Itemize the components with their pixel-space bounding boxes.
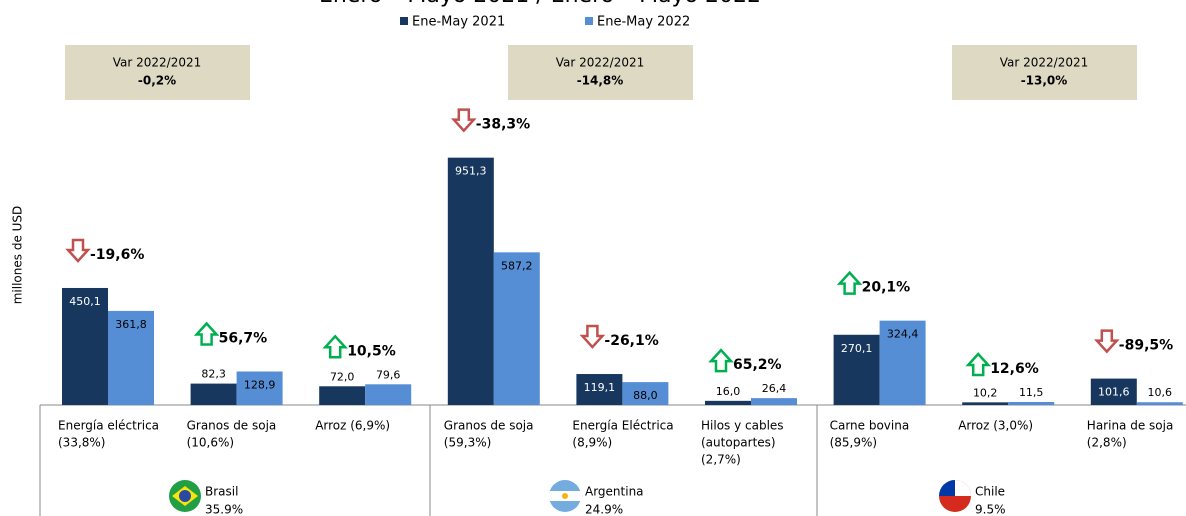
flag [939, 480, 955, 496]
var-box [65, 45, 250, 100]
value-label: 951,3 [455, 165, 487, 178]
x-tick-label: Energía eléctrica [58, 419, 159, 433]
x-tick-label: Granos de soja [187, 419, 277, 433]
value-label: 119,1 [584, 381, 616, 394]
flag [179, 490, 191, 502]
change-arrow [708, 348, 734, 373]
change-label: 10,5% [347, 343, 396, 359]
bar [447, 157, 494, 405]
change-label: 20,1% [862, 280, 911, 296]
x-tick-label: Harina de soja [1087, 419, 1174, 433]
x-tick-label: Energía Eléctrica [572, 419, 673, 433]
bar [190, 383, 237, 405]
var-title: Var 2022/2021 [113, 56, 202, 70]
country-name: Argentina [585, 485, 644, 499]
var-box [952, 45, 1137, 100]
x-tick-label: (2,7%) [701, 453, 741, 467]
bar [236, 371, 283, 405]
x-tick-label: Hilos y cables [701, 419, 784, 433]
bar [319, 386, 366, 405]
bar [1008, 402, 1055, 405]
value-label: 361,8 [115, 318, 147, 331]
change-arrow [965, 352, 992, 377]
value-label: 79,6 [376, 368, 401, 381]
bar [1090, 378, 1137, 405]
value-label: 10,2 [973, 386, 998, 399]
change-label: -26,1% [604, 333, 658, 349]
value-label: 26,4 [762, 382, 787, 395]
value-label: 82,3 [201, 368, 226, 381]
value-label: 128,9 [244, 378, 276, 391]
country-share: 35.9% [205, 503, 243, 516]
var-title: Var 2022/2021 [556, 56, 645, 70]
country-name: Chile [975, 485, 1005, 499]
x-tick-label: Granos de soja [444, 419, 534, 433]
legend-label: Ene-May 2022 [597, 15, 690, 30]
bar [1136, 402, 1183, 405]
chart-title: Enero – Mayo 2021 / Enero – Mayo 2022 [319, 0, 761, 8]
value-label: 16,0 [716, 385, 741, 398]
change-label: 65,2% [733, 357, 782, 373]
change-arrow [65, 238, 91, 263]
y-axis-label: millones de USD [11, 206, 25, 305]
x-tick-label: (59,3%) [444, 436, 491, 450]
x-tick-label: Arroz (3,0%) [958, 419, 1033, 433]
bar [833, 334, 880, 405]
x-tick-label: (2,8%) [1087, 436, 1127, 450]
bar [751, 398, 797, 405]
x-tick-label: Arroz (6,9%) [315, 419, 390, 433]
flag [562, 493, 568, 499]
change-arrow [1093, 329, 1120, 354]
value-label: 324,4 [887, 328, 919, 341]
value-label: 270,1 [841, 342, 873, 355]
x-tick-label: Carne bovina [830, 419, 910, 433]
legend-label: Ene-May 2021 [412, 15, 505, 30]
value-label: 88,0 [633, 389, 658, 402]
change-label: 56,7% [219, 330, 268, 346]
change-arrow [579, 324, 606, 349]
var-title: Var 2022/2021 [1000, 56, 1089, 70]
value-label: 11,5 [1019, 386, 1044, 399]
x-tick-label: (autopartes) [701, 436, 776, 450]
value-label: 10,6 [1148, 386, 1173, 399]
legend-swatch [400, 17, 408, 25]
change-arrow [836, 270, 863, 295]
bar [108, 310, 154, 405]
bar [493, 252, 540, 405]
var-value: -0,2% [138, 74, 176, 88]
bar [705, 400, 751, 405]
bar [879, 320, 926, 405]
value-label: 101,6 [1098, 386, 1130, 399]
change-label: 12,6% [990, 361, 1039, 377]
bar [365, 384, 412, 405]
change-label: -38,3% [476, 117, 530, 133]
value-label: 587,2 [501, 259, 533, 272]
change-arrow [450, 108, 477, 133]
bar [962, 402, 1009, 405]
value-label: 450,1 [69, 295, 101, 308]
bar [622, 382, 669, 405]
bar [62, 287, 108, 405]
change-label: -89,5% [1119, 338, 1173, 354]
value-label: 72,0 [330, 370, 355, 383]
change-arrow [322, 334, 349, 359]
x-tick-label: (8,9%) [572, 436, 612, 450]
x-tick-label: (85,9%) [830, 436, 877, 450]
change-arrow [193, 321, 220, 346]
country-name: Brasil [205, 485, 238, 499]
change-label: -19,6% [90, 247, 144, 263]
legend-swatch [585, 17, 593, 25]
x-tick-label: (33,8%) [58, 436, 105, 450]
x-tick-label: (10,6%) [187, 436, 234, 450]
var-box [508, 45, 693, 100]
bar [576, 374, 623, 405]
var-value: -14,8% [577, 74, 624, 88]
country-share: 24.9% [585, 503, 623, 516]
var-value: -13,0% [1021, 74, 1068, 88]
country-share: 9.5% [975, 503, 1006, 516]
